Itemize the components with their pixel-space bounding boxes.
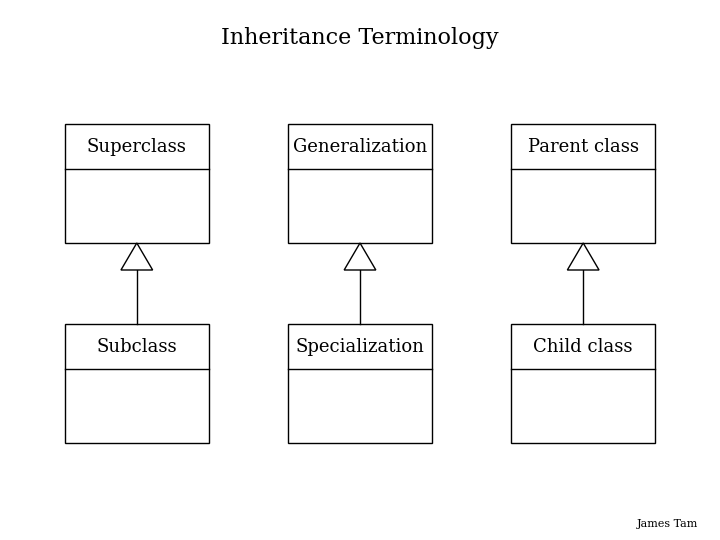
Polygon shape (567, 243, 599, 270)
Bar (288, 324, 432, 443)
Text: Superclass: Superclass (87, 138, 186, 156)
Bar (65, 124, 209, 243)
Text: Parent class: Parent class (528, 138, 639, 156)
Text: Specialization: Specialization (296, 338, 424, 355)
Bar (511, 324, 655, 443)
Bar (65, 324, 209, 443)
Bar (288, 124, 432, 243)
Text: Generalization: Generalization (293, 138, 427, 156)
Polygon shape (344, 243, 376, 270)
Text: Child class: Child class (534, 338, 633, 355)
Bar (511, 124, 655, 243)
Text: James Tam: James Tam (637, 519, 698, 529)
Text: Subclass: Subclass (96, 338, 177, 355)
Text: Inheritance Terminology: Inheritance Terminology (221, 27, 499, 49)
Polygon shape (121, 243, 153, 270)
